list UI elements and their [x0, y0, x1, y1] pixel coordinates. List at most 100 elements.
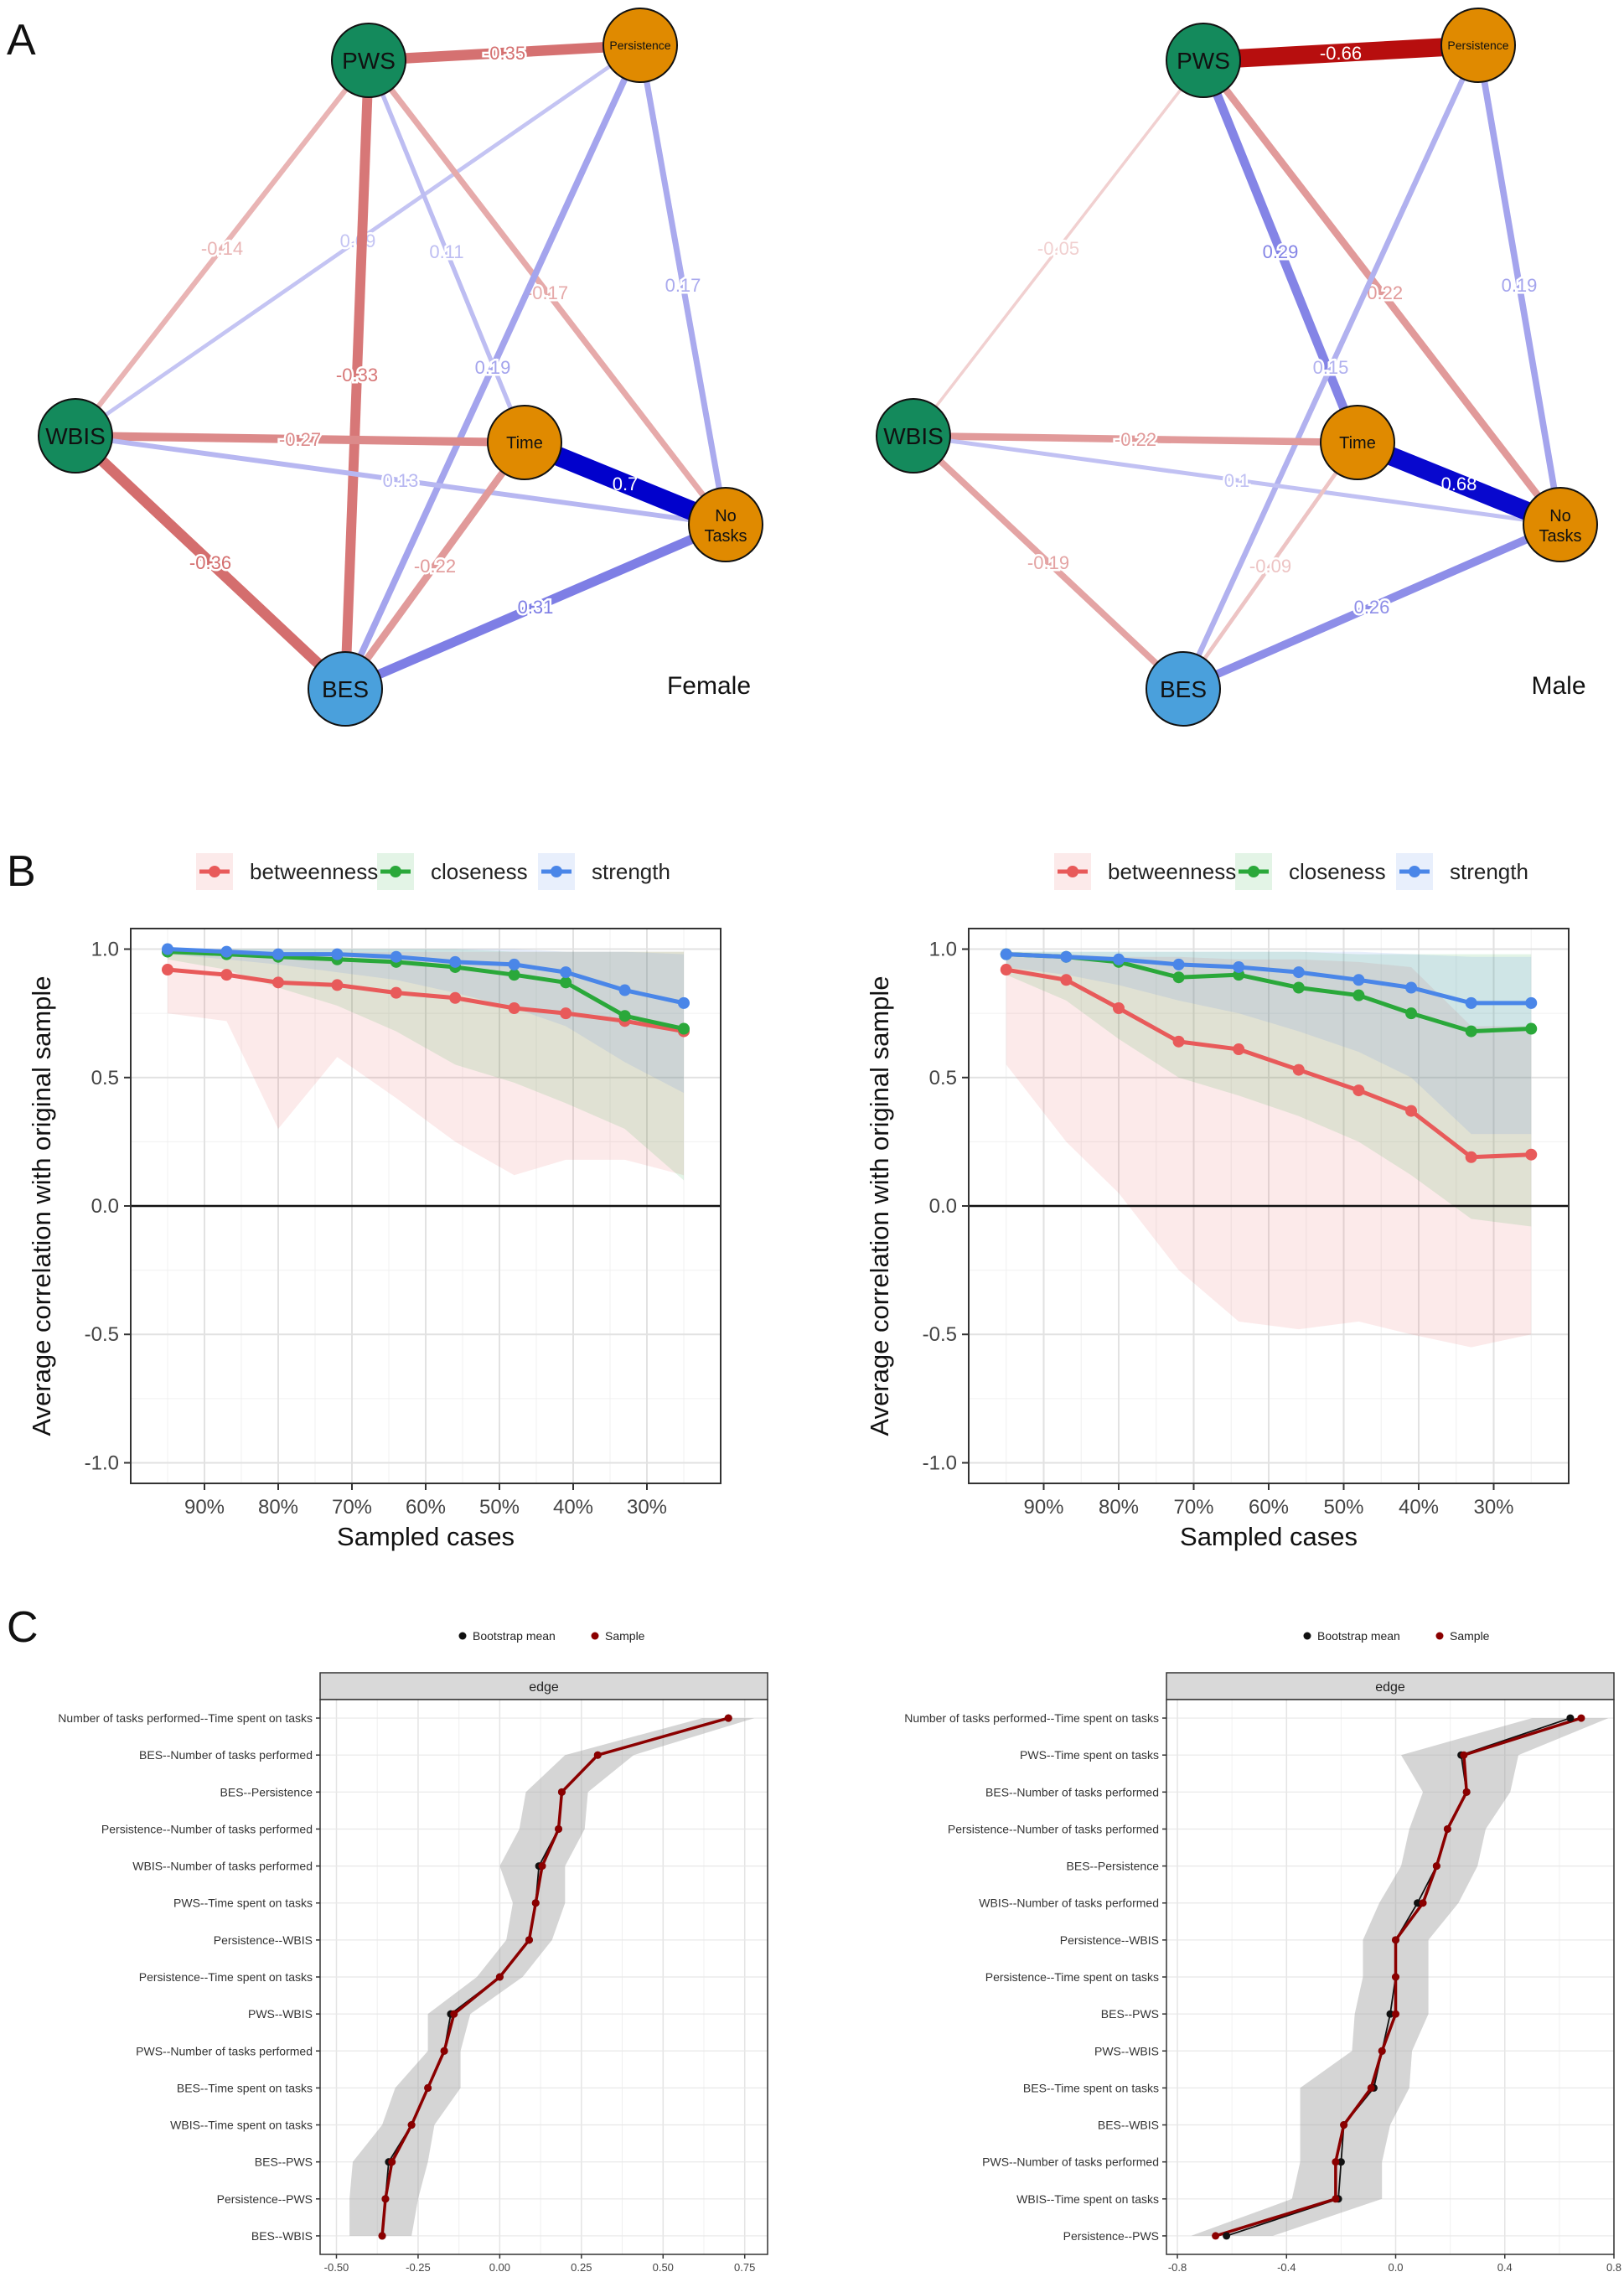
- y-tick-label: -1.0: [85, 1452, 119, 1474]
- closeness-point: [1405, 1007, 1418, 1020]
- x-tick-label: 0.50: [653, 2261, 674, 2274]
- closeness-point: [1525, 1022, 1538, 1035]
- node-label: WBIS: [883, 423, 944, 449]
- edge-label: 0.15: [1313, 357, 1349, 378]
- legend-label: betweenness: [1108, 859, 1236, 884]
- edge-label: -0.09: [1249, 556, 1291, 577]
- sample-point: [1332, 2158, 1340, 2166]
- y-tick-label: 0.0: [91, 1195, 119, 1218]
- legend-label: closeness: [1289, 859, 1386, 884]
- betweenness-point: [1060, 974, 1073, 986]
- x-tick-label: 40%: [1399, 1496, 1439, 1519]
- edge-bootstrap-male: edge Number of tasks performed--Time spen…: [904, 1629, 1621, 2274]
- node-pws: [1166, 23, 1241, 98]
- edge-category-label: PWS--WBIS: [248, 2007, 313, 2021]
- x-axis-title: Sampled cases: [337, 1522, 515, 1551]
- x-tick-label: 0.00: [489, 2261, 510, 2274]
- strength-point: [560, 966, 572, 979]
- edge-label: -0.05: [1037, 238, 1079, 259]
- x-tick-label: 90%: [1023, 1496, 1063, 1519]
- x-tick-label: 70%: [332, 1496, 372, 1519]
- edge-label: -0.19: [1027, 552, 1069, 573]
- edge-category-label: PWS--Number of tasks performed: [136, 2044, 313, 2057]
- sample-point: [1367, 2083, 1375, 2092]
- legend-label: closeness: [431, 859, 528, 884]
- y-tick-label: 0.5: [91, 1067, 119, 1089]
- edge-label: 0.13: [383, 470, 419, 491]
- edge-label: -0.66: [1320, 43, 1362, 64]
- edge-label: 0.31: [518, 597, 554, 618]
- facet-strip-label: edge: [1375, 1680, 1405, 1695]
- edge-label: 0.29: [1263, 241, 1299, 262]
- edge-category-label: BES--Time spent on tasks: [1023, 2081, 1159, 2094]
- bootstrap-mean-point: [1223, 2232, 1231, 2240]
- bootstrap-ci-ribbon: [1191, 1718, 1609, 2236]
- betweenness-point: [1292, 1063, 1305, 1076]
- strength-point: [449, 955, 462, 968]
- edge-pws-wbis: [73, 59, 371, 437]
- sample-point: [538, 1862, 546, 1871]
- closeness-point: [618, 1010, 631, 1022]
- x-tick-label: 0.4: [1497, 2261, 1513, 2274]
- edge-label: 0.26: [1354, 597, 1390, 618]
- sample-point: [388, 2158, 396, 2166]
- x-tick-label: 30%: [627, 1496, 667, 1519]
- sample-point: [1332, 2195, 1340, 2203]
- betweenness-point: [1465, 1151, 1477, 1163]
- edge-category-label: BES--WBIS: [251, 2229, 313, 2243]
- edge-wbis-bes: [911, 433, 1186, 691]
- node-label: Persistence: [1447, 39, 1508, 52]
- sample-point: [381, 2195, 390, 2203]
- edge-category-label: PWS--Time spent on tasks: [173, 1897, 313, 1910]
- betweenness-point: [1172, 1035, 1185, 1048]
- edge-pws-bes: [340, 60, 374, 690]
- sample-point: [557, 1788, 566, 1796]
- sample-point: [378, 2232, 386, 2240]
- edge-wbis-notasks: [75, 433, 727, 527]
- edge-category-label: PWS--WBIS: [1094, 2044, 1159, 2057]
- facet-strip-label: edge: [529, 1680, 559, 1695]
- edge-wbis-time: [75, 431, 525, 448]
- legend-key-bootstrap: [1303, 1632, 1311, 1640]
- betweenness-point: [331, 979, 344, 991]
- closeness-point: [1292, 981, 1305, 994]
- legend-key-point: [1248, 866, 1259, 877]
- x-tick-label: 80%: [258, 1496, 298, 1519]
- sample-point: [1460, 1751, 1468, 1759]
- closeness-point: [1352, 989, 1365, 1001]
- bootstrap-mean-point: [1566, 1714, 1575, 1722]
- strength-point: [162, 943, 173, 955]
- edge-category-label: BES--Number of tasks performed: [985, 1785, 1159, 1798]
- edge-label: -0.27: [279, 429, 321, 450]
- strength-ci-ribbon: [1006, 951, 1532, 1135]
- strength-point: [1525, 996, 1538, 1009]
- edge-category-label: BES--PWS: [255, 2155, 313, 2169]
- edge-bes-notasks: [343, 520, 728, 694]
- network-female: -0.35-0.140.090.11-0.170.17-0.330.19-0.2…: [38, 8, 763, 727]
- edge-category-label: WBIS--Number of tasks performed: [979, 1897, 1159, 1910]
- betweenness-point: [1405, 1105, 1418, 1117]
- edge-wbis-time: [913, 432, 1358, 447]
- facet-strip: [319, 1672, 768, 1700]
- x-tick-label: -0.4: [1277, 2261, 1296, 2274]
- node-label: No: [715, 507, 737, 525]
- edge-category-label: BES--PWS: [1101, 2007, 1159, 2021]
- betweenness-point: [1352, 1084, 1365, 1097]
- sample-point: [407, 2121, 416, 2130]
- edge-label: 0.19: [475, 357, 511, 378]
- edge-label: -0.22: [1115, 429, 1156, 450]
- stability-chart-male: -1.0 -0.5 0.0 0.5 1.0 90% 80% 70% 60% 50% 40% 30% Sa…: [865, 853, 1570, 1551]
- edge-label: 0.17: [665, 275, 701, 296]
- edge-category-label: Persistence--PWS: [217, 2192, 313, 2206]
- strength-point: [272, 948, 284, 960]
- x-tick-label: 90%: [184, 1496, 225, 1519]
- node-label: Time: [506, 434, 543, 453]
- x-axis-title: Sampled cases: [1180, 1522, 1358, 1551]
- sample-point: [525, 1936, 533, 1944]
- legend-label: Sample: [605, 1629, 645, 1643]
- x-tick-label: 70%: [1173, 1496, 1213, 1519]
- edge-label: -0.33: [336, 365, 378, 386]
- network-group-label: Male: [1531, 672, 1585, 700]
- edge-category-label: WBIS--Number of tasks performed: [132, 1860, 313, 1873]
